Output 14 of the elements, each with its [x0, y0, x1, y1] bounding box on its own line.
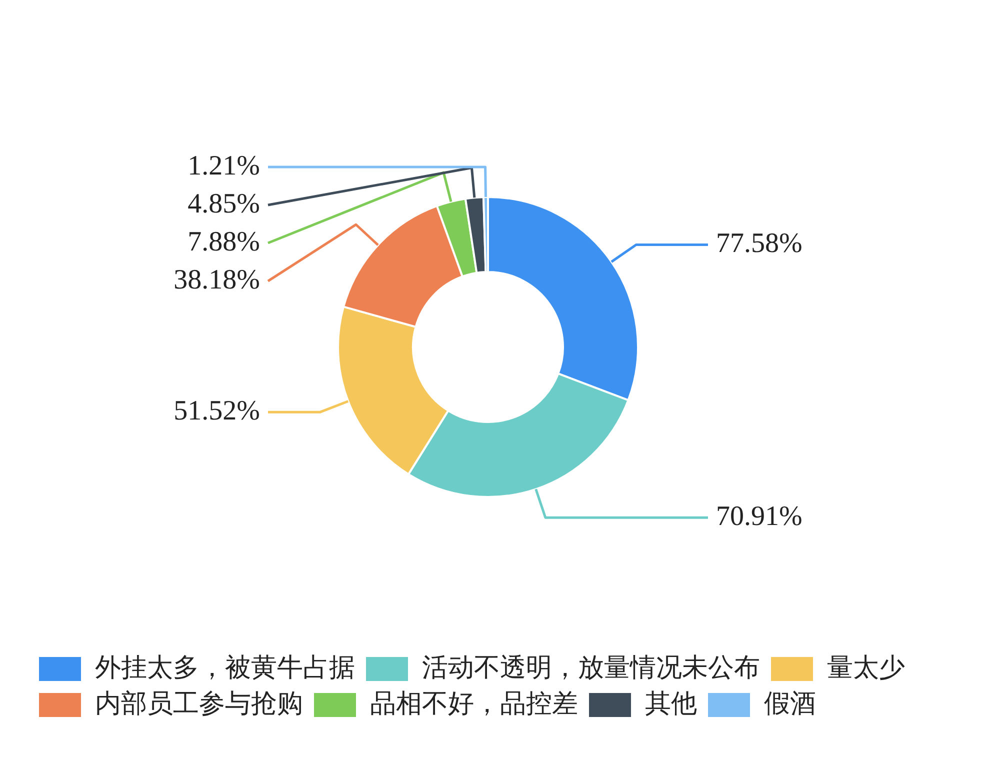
legend-label: 其他 — [645, 688, 697, 719]
legend-label: 量太少 — [827, 652, 905, 683]
legend-label: 内部员工参与抢购 — [95, 688, 303, 719]
legend-label: 假酒 — [764, 688, 816, 719]
data-label: 7.88% — [188, 226, 260, 258]
legend-label: 品相不好，品控差 — [370, 688, 578, 719]
data-label: 51.52% — [174, 395, 260, 426]
data-label: 77.58% — [716, 228, 802, 260]
data-label: 38.18% — [174, 264, 260, 296]
data-label: 4.85% — [188, 188, 260, 220]
data-label: 70.91% — [716, 500, 802, 532]
legend-label: 活动不透明，放量情况未公布 — [422, 652, 760, 683]
data-label: 1.21% — [188, 150, 260, 182]
legend-label: 外挂太多，被黄牛占据 — [95, 652, 355, 683]
